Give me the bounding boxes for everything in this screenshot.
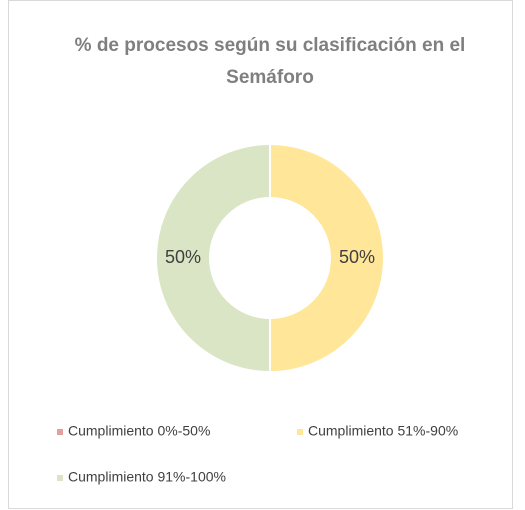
legend-swatch bbox=[57, 475, 63, 481]
legend-label: Cumplimiento 91%-100% bbox=[68, 469, 226, 485]
legend-swatch bbox=[57, 429, 63, 435]
chart-title: % de procesos según su clasificación en … bbox=[74, 35, 466, 88]
data-label: 50% bbox=[165, 247, 201, 267]
legend-swatch bbox=[297, 429, 303, 435]
data-label: 50% bbox=[339, 247, 375, 267]
donut-slice bbox=[269, 142, 385, 374]
legend-label: Cumplimiento 51%-90% bbox=[308, 423, 458, 439]
chart-border bbox=[8, 0, 513, 509]
donut-slice bbox=[155, 142, 271, 374]
legend-label: Cumplimiento 0%-50% bbox=[68, 423, 210, 439]
